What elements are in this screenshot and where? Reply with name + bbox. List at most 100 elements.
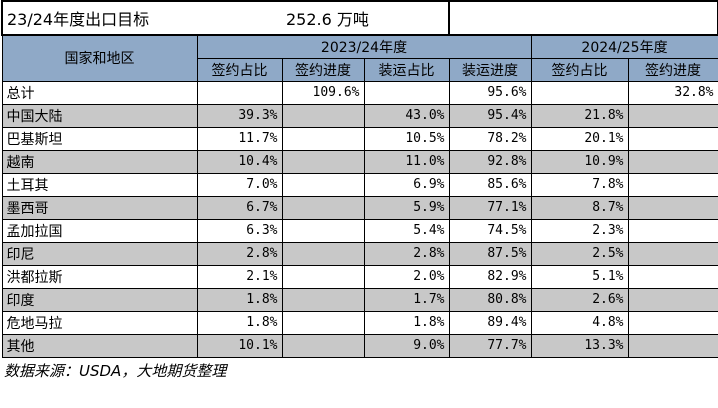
table-cell <box>627 103 718 128</box>
table-cell: 20.1% <box>530 126 629 151</box>
table-cell: 2.6% <box>530 287 629 312</box>
subheader-2023-ship-share: 装运占比 <box>363 57 450 82</box>
table-cell: 85.6% <box>448 172 532 197</box>
table-cell: 5.9% <box>363 195 450 220</box>
region-name: 越南 <box>1 149 198 174</box>
subheader-2023-sign-progress: 签约进度 <box>281 57 365 82</box>
title-empty-cell <box>447 0 718 36</box>
region-name: 中国大陆 <box>1 103 198 128</box>
table-cell: 74.5% <box>448 218 532 243</box>
table-cell <box>281 172 365 197</box>
region-name: 墨西哥 <box>1 195 198 220</box>
subheader-2023-sign-share: 签约占比 <box>196 57 283 82</box>
region-name: 总计 <box>1 80 198 105</box>
region-header: 国家和地区 <box>1 34 198 82</box>
region-name: 土耳其 <box>1 172 198 197</box>
table-cell <box>627 264 718 289</box>
table-cell: 32.8% <box>627 80 718 105</box>
table-cell <box>627 218 718 243</box>
table-cell: 1.7% <box>363 287 450 312</box>
table-cell <box>281 264 365 289</box>
table-cell <box>627 287 718 312</box>
table-cell: 109.6% <box>281 80 365 105</box>
table-cell: 6.3% <box>196 218 283 243</box>
region-name: 巴基斯坦 <box>1 126 198 151</box>
subheader-2024-sign-share: 签约占比 <box>530 57 629 82</box>
table-row: 总计 109.6% 95.6% 32.8% <box>1 80 718 105</box>
table-cell: 6.7% <box>196 195 283 220</box>
table-cell: 82.9% <box>448 264 532 289</box>
table-cell: 39.3% <box>196 103 283 128</box>
table-row: 其他 10.1% 9.0% 77.7% 13.3% <box>1 333 718 358</box>
table-cell <box>281 287 365 312</box>
table-cell <box>627 126 718 151</box>
subheader-2024-sign-progress: 签约进度 <box>627 57 718 82</box>
table-cell: 11.0% <box>363 149 450 174</box>
region-name: 印尼 <box>1 241 198 266</box>
export-table: 23/24年度出口目标 252.6 万吨 国家和地区 2023/24年度 202… <box>1 0 718 358</box>
table-cell: 92.8% <box>448 149 532 174</box>
table-cell <box>281 195 365 220</box>
table-cell <box>196 80 283 105</box>
table-row: 墨西哥 6.7% 5.9% 77.1% 8.7% <box>1 195 718 220</box>
table-cell <box>281 103 365 128</box>
table-cell: 5.4% <box>363 218 450 243</box>
table-cell: 1.8% <box>363 310 450 335</box>
table-cell: 2.5% <box>530 241 629 266</box>
table-cell: 1.8% <box>196 287 283 312</box>
table-cell: 1.8% <box>196 310 283 335</box>
table-cell: 77.7% <box>448 333 532 358</box>
table-cell <box>281 333 365 358</box>
table-row: 中国大陆 39.3% 43.0% 95.4% 21.8% <box>1 103 718 128</box>
table-cell <box>627 333 718 358</box>
table-cell: 9.0% <box>363 333 450 358</box>
table-cell: 77.1% <box>448 195 532 220</box>
table-cell: 10.5% <box>363 126 450 151</box>
table-row: 越南 10.4% 11.0% 92.8% 10.9% <box>1 149 718 174</box>
table-row: 印度 1.8% 1.7% 80.8% 2.6% <box>1 287 718 312</box>
table-cell <box>281 149 365 174</box>
table-cell: 2.8% <box>363 241 450 266</box>
table-cell <box>281 218 365 243</box>
table-cell <box>627 172 718 197</box>
region-name: 孟加拉国 <box>1 218 198 243</box>
region-name: 洪都拉斯 <box>1 264 198 289</box>
table-row: 洪都拉斯 2.1% 2.0% 82.9% 5.1% <box>1 264 718 289</box>
table-row: 危地马拉 1.8% 1.8% 89.4% 4.8% <box>1 310 718 335</box>
source-note: 数据来源：USDA，大地期货整理 <box>4 361 227 380</box>
table-cell: 7.8% <box>530 172 629 197</box>
table-cell <box>281 241 365 266</box>
table-cell <box>627 241 718 266</box>
table-cell <box>281 310 365 335</box>
table-cell: 95.6% <box>448 80 532 105</box>
region-name: 印度 <box>1 287 198 312</box>
table-cell: 43.0% <box>363 103 450 128</box>
export-target-value: 252.6 万吨 <box>282 0 450 36</box>
table-cell <box>627 310 718 335</box>
group-header-2023: 2023/24年度 <box>196 34 532 59</box>
table-row: 巴基斯坦 11.7% 10.5% 78.2% 20.1% <box>1 126 718 151</box>
table-cell: 11.7% <box>196 126 283 151</box>
table-cell: 2.0% <box>363 264 450 289</box>
table-cell <box>363 80 450 105</box>
table-cell <box>530 80 629 105</box>
table-cell: 87.5% <box>448 241 532 266</box>
subheader-2023-ship-progress: 装运进度 <box>448 57 532 82</box>
table-row: 孟加拉国 6.3% 5.4% 74.5% 2.3% <box>1 218 718 243</box>
region-name: 危地马拉 <box>1 310 198 335</box>
table-cell: 2.1% <box>196 264 283 289</box>
table-cell: 6.9% <box>363 172 450 197</box>
table-cell <box>281 126 365 151</box>
export-target-label: 23/24年度出口目标 <box>1 0 282 36</box>
table-row: 土耳其 7.0% 6.9% 85.6% 7.8% <box>1 172 718 197</box>
table-cell <box>627 195 718 220</box>
table-cell: 10.4% <box>196 149 283 174</box>
group-header-2024: 2024/25年度 <box>530 34 718 59</box>
table-cell: 2.3% <box>530 218 629 243</box>
table-cell: 80.8% <box>448 287 532 312</box>
table-cell: 95.4% <box>448 103 532 128</box>
table-row: 印尼 2.8% 2.8% 87.5% 2.5% <box>1 241 718 266</box>
table-cell: 10.1% <box>196 333 283 358</box>
table-cell: 5.1% <box>530 264 629 289</box>
table-cell: 8.7% <box>530 195 629 220</box>
